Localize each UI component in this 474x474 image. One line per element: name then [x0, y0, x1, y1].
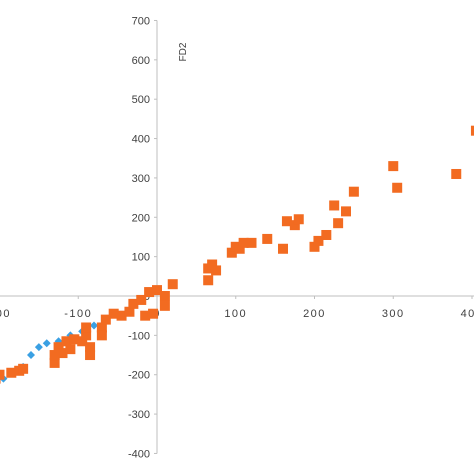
- data-point-diamond: [34, 343, 43, 352]
- data-point-square: [85, 350, 96, 361]
- data-point-square: [96, 322, 107, 333]
- data-point-square: [309, 241, 320, 252]
- y-tick-label: 400: [132, 134, 150, 146]
- x-tick-label: -100: [64, 308, 92, 320]
- data-point-square: [85, 342, 96, 353]
- data-point-square: [144, 287, 155, 298]
- data-point-square: [341, 206, 351, 217]
- data-point-square: [167, 279, 178, 290]
- data-point-square: [140, 310, 151, 321]
- y-axis-title: FD2: [178, 42, 189, 61]
- data-point-square: [262, 233, 273, 244]
- data-point-square: [69, 334, 80, 345]
- y-tick-label: -100: [128, 330, 150, 342]
- data-point-square: [313, 235, 324, 246]
- data-point-square: [246, 237, 257, 248]
- data-point-square: [238, 237, 249, 248]
- y-tick-label: 100: [132, 252, 150, 264]
- data-point-square: [333, 218, 344, 229]
- data-point-square: [108, 308, 119, 319]
- y-axis: -400-300-200-1000100200300400500600700: [128, 15, 158, 460]
- data-point-square: [388, 161, 399, 172]
- data-point-square: [207, 259, 218, 270]
- data-point-diamond: [27, 351, 35, 360]
- y-tick-label: -200: [128, 370, 150, 382]
- data-point-square: [81, 322, 92, 333]
- data-point-square: [0, 369, 5, 380]
- y-tick-label: 200: [132, 212, 150, 224]
- x-axis: 200-1000100200300400: [0, 295, 474, 320]
- data-point-square: [128, 298, 139, 309]
- y-tick-label: 300: [132, 173, 150, 185]
- data-point-square: [61, 336, 72, 347]
- data-point-square: [77, 336, 88, 347]
- x-tick-label: 400: [461, 308, 474, 320]
- data-point-square: [226, 247, 237, 258]
- data-point-square: [321, 229, 332, 240]
- data-point-square: [96, 330, 107, 341]
- data-point-diamond: [90, 321, 98, 330]
- data-point-square: [152, 285, 162, 296]
- data-point-square: [116, 310, 127, 321]
- data-point-square: [124, 306, 135, 317]
- data-point-square: [136, 294, 147, 305]
- x-tick-label: 300: [382, 308, 405, 320]
- data-point-square: [293, 214, 304, 225]
- data-point-square: [470, 125, 474, 136]
- data-point-square: [289, 220, 300, 231]
- data-point-square: [159, 291, 170, 301]
- data-point-square: [18, 363, 29, 374]
- x-tick-label: 100: [224, 308, 247, 320]
- data-point-square: [348, 186, 359, 197]
- x-tick-label: 200: [0, 308, 11, 320]
- data-point-square: [281, 216, 292, 227]
- data-point-square: [329, 200, 340, 211]
- data-point-square: [49, 350, 60, 361]
- y-tick-label: 500: [132, 94, 150, 106]
- data-point-square: [148, 308, 159, 319]
- data-point-square: [278, 243, 288, 254]
- data-point-square: [6, 367, 17, 378]
- data-point-square: [234, 243, 245, 254]
- data-point-square: [49, 357, 60, 368]
- data-point-square: [53, 342, 64, 353]
- data-point-square: [159, 300, 170, 311]
- y-tick-label: -300: [128, 409, 150, 421]
- y-tick-label: 700: [132, 15, 150, 27]
- data-point-square: [100, 314, 111, 325]
- x-tick-label: 200: [303, 308, 326, 320]
- y-tick-label: 600: [132, 55, 150, 67]
- series-layer: [0, 125, 474, 384]
- data-point-square: [57, 348, 68, 359]
- data-point-square: [211, 265, 222, 276]
- data-point-square: [451, 168, 462, 179]
- data-point-square: [392, 182, 403, 193]
- data-point-square: [203, 275, 214, 286]
- data-point-square: [65, 344, 76, 355]
- data-point-square: [81, 330, 92, 341]
- data-point-diamond: [42, 339, 51, 348]
- y-tick-label: -400: [128, 448, 150, 460]
